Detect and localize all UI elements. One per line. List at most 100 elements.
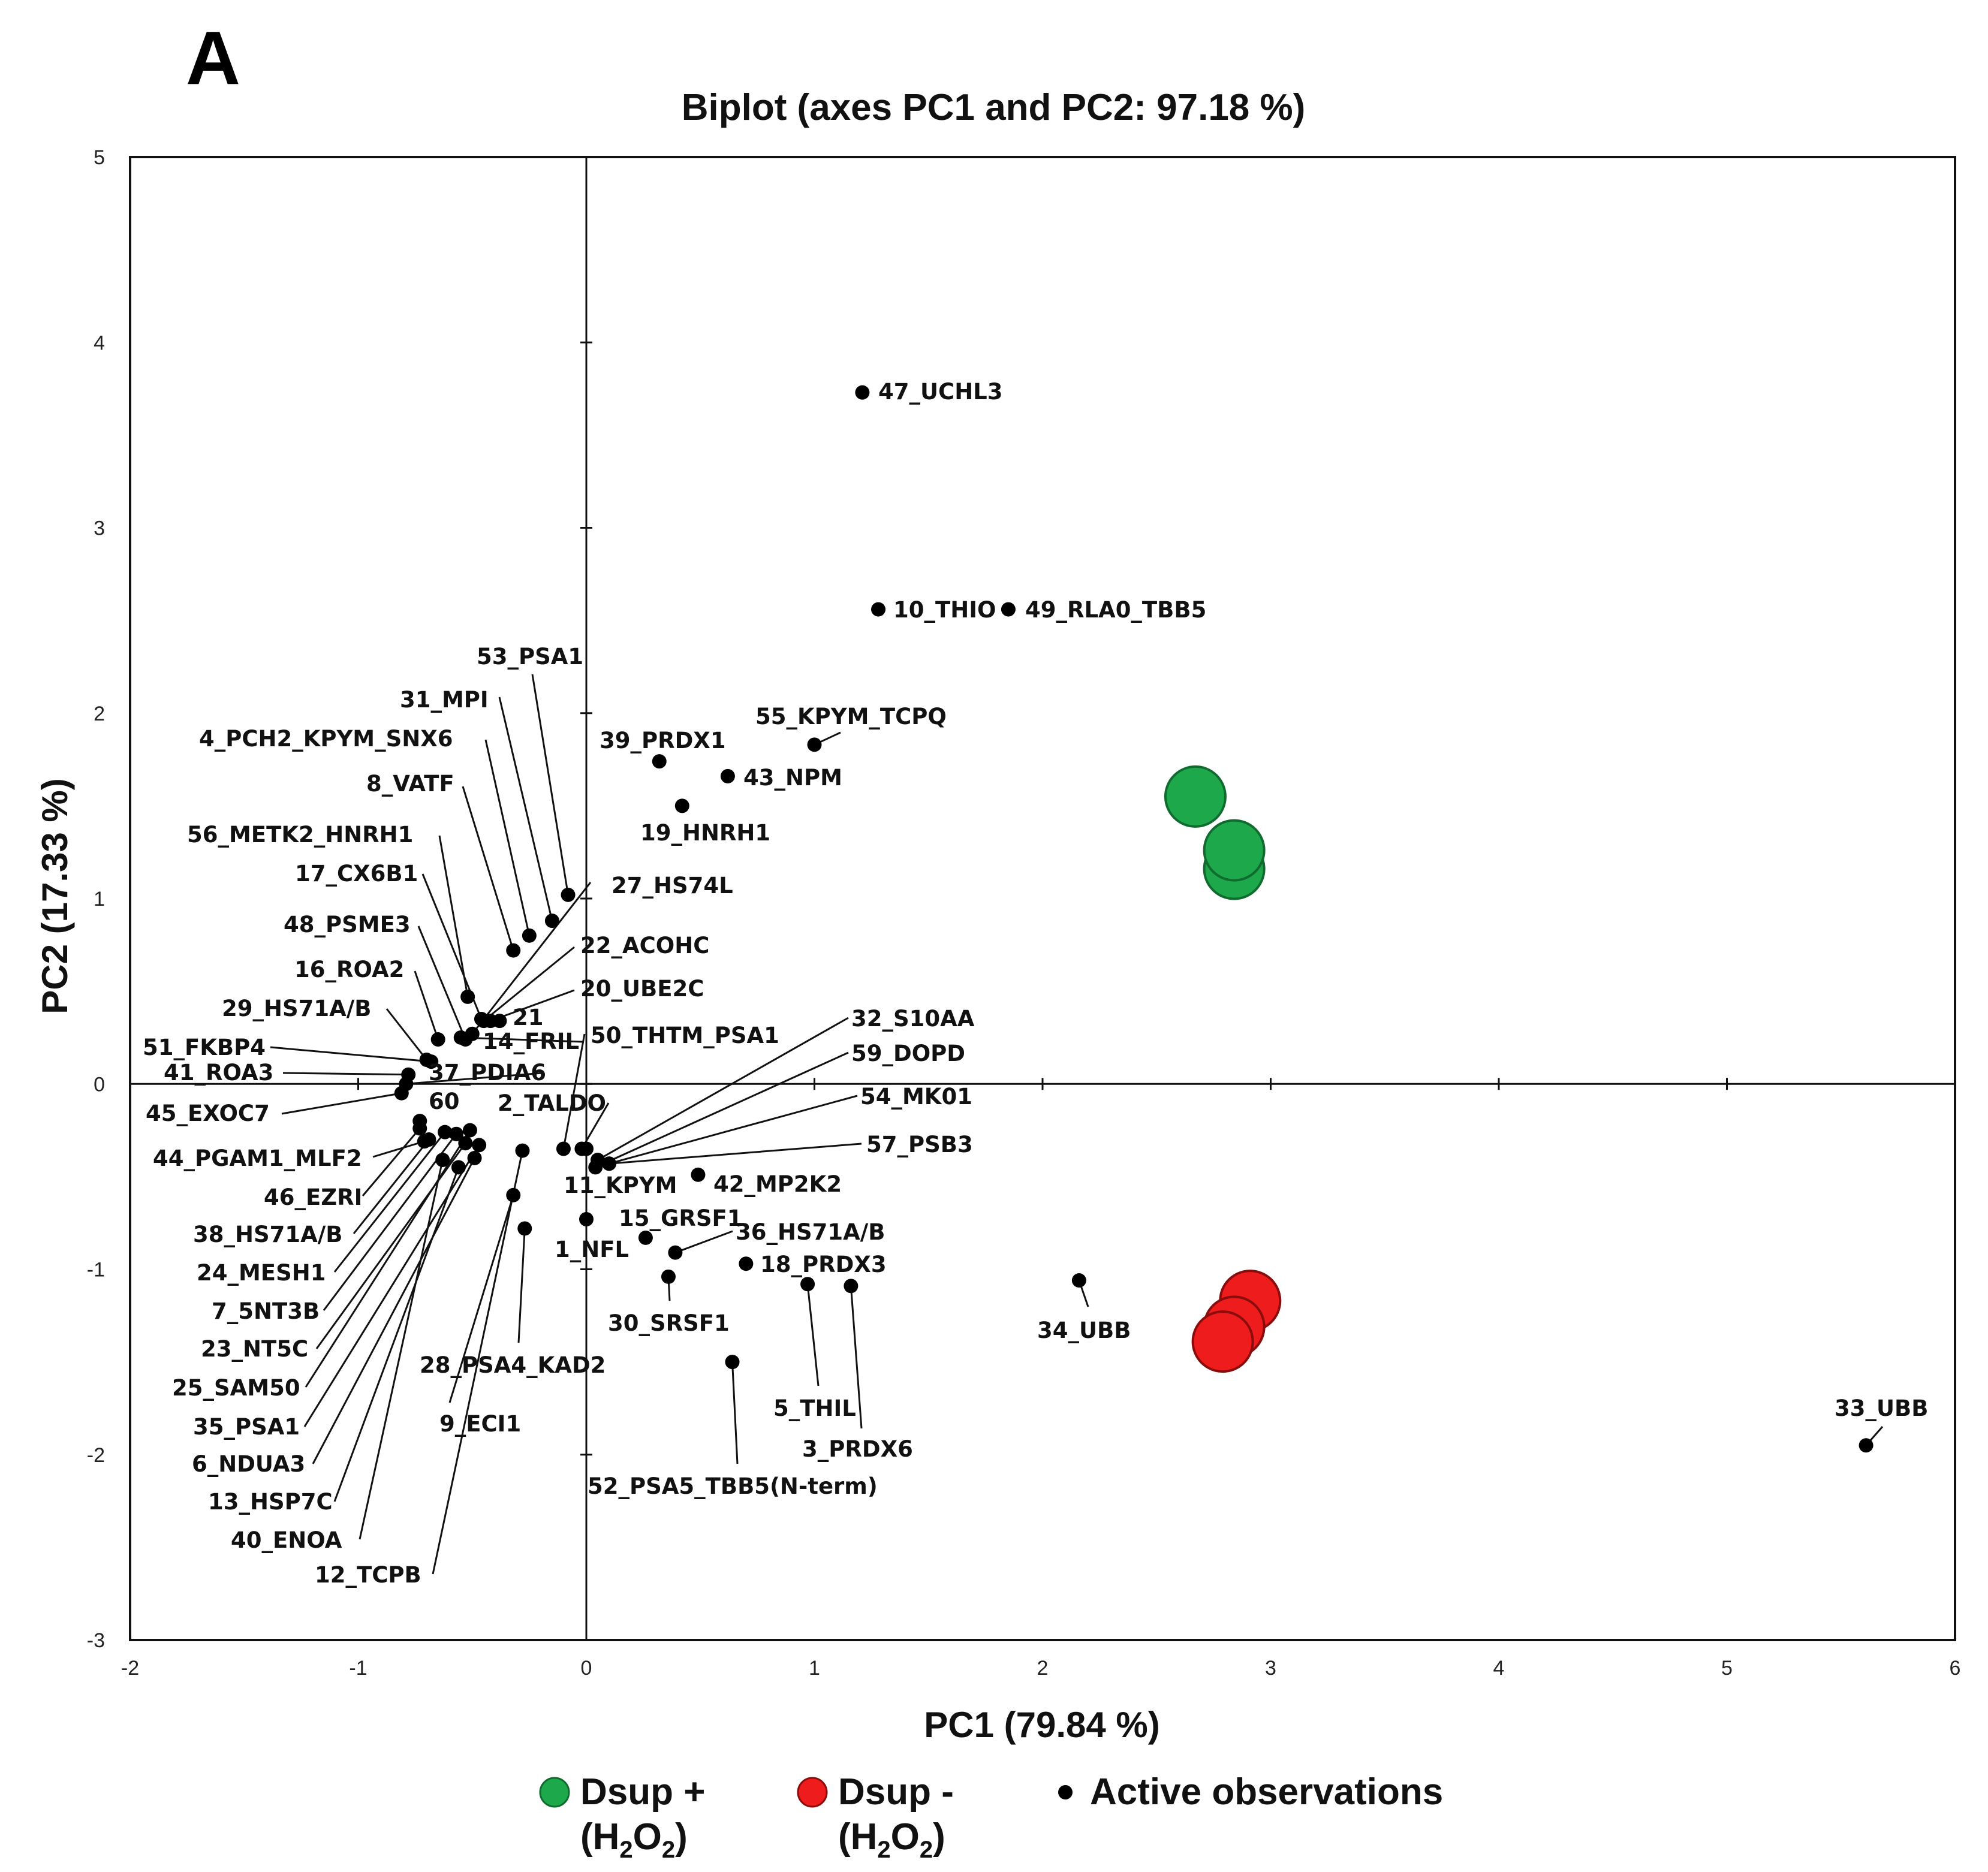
observation-label: 35_PSA1 [193, 1414, 300, 1440]
observation-label: 12_TCPB [315, 1562, 421, 1588]
observation-point [1071, 1273, 1086, 1288]
y-tick-label: 0 [94, 1073, 105, 1096]
observation-label: 11_KPYM [564, 1172, 677, 1198]
leader-line [731, 1362, 739, 1464]
y-tick-label: -1 [87, 1259, 105, 1282]
observation-label: 48_PSME3 [284, 912, 411, 937]
leader-line [438, 835, 469, 997]
observation-point [453, 1030, 468, 1045]
observation-point [462, 1123, 477, 1138]
leaders-layer [270, 674, 1884, 1575]
x-tick-label: 6 [1950, 1657, 1961, 1680]
observation-point [638, 1230, 653, 1245]
observation-label: 41_ROA3 [164, 1060, 273, 1086]
legend-active-observations: Active observations [1090, 1771, 1443, 1813]
legend-marker-active [1058, 1785, 1073, 1799]
observation-point [517, 1221, 532, 1236]
leader-line [414, 970, 439, 1040]
observation-label: 7_5NT3B [212, 1298, 320, 1324]
legend-marker-dsup-plus [539, 1777, 570, 1808]
leader-line [484, 739, 531, 936]
observation-point [399, 1077, 414, 1092]
observation-point [691, 1167, 706, 1182]
observation-point [674, 798, 689, 813]
y-tick-label: 3 [94, 517, 105, 540]
observation-point [720, 768, 735, 783]
observation-point [412, 1121, 427, 1136]
y-axis-title: PC2 (17.33 %) [35, 778, 75, 1014]
observation-point [579, 1141, 594, 1156]
legend-dsup-minus-line1: Dsup - [838, 1771, 954, 1813]
leader-line [806, 1284, 820, 1386]
group-point [1164, 765, 1227, 828]
observation-label: 42_MP2K2 [713, 1171, 842, 1197]
observation-label: 44_PGAM1_MLF2 [153, 1145, 362, 1171]
ticks-layer: -2 -1 0 1 2 3 4 5 6 -3 -2 -1 0 1 2 3 4 5 [87, 146, 1961, 1680]
legend-dsup-plus-line2: (H2O2) [580, 1816, 688, 1863]
legend-dsup-minus-line2: (H2O2) [838, 1816, 945, 1863]
observation-label: 8_VATF [366, 771, 454, 797]
observation-point [602, 1156, 617, 1171]
y-tick-label: 5 [94, 146, 105, 169]
leader-line [353, 1139, 430, 1234]
observation-label: 25_SAM50 [172, 1375, 300, 1401]
observation-label: 28_PSA4_KAD2 [420, 1352, 606, 1378]
observation-label: 56_METK2_HNRH1 [187, 822, 413, 848]
leader-line [581, 1102, 610, 1150]
leader-line [281, 1092, 402, 1115]
observation-point [556, 1141, 571, 1156]
leader-line [282, 1072, 409, 1076]
leader-line [850, 1286, 863, 1429]
observation-label: 9_ECI1 [439, 1411, 521, 1437]
observation-label: 40_ENOA [231, 1527, 342, 1553]
legend-dsup-plus-line1: Dsup + [580, 1771, 705, 1813]
leader-line [372, 1140, 425, 1158]
y-tick-label: 4 [94, 331, 105, 354]
plot-frame [129, 156, 1956, 1641]
y-tick-label: 2 [94, 703, 105, 725]
observation-point [451, 1160, 466, 1175]
observation-point [661, 1269, 676, 1284]
leader-line [517, 1228, 526, 1343]
observation-point [430, 1032, 445, 1047]
observation-point [844, 1279, 859, 1294]
x-tick-label: 4 [1493, 1657, 1505, 1680]
y-tick-label: -2 [87, 1444, 105, 1467]
x-tick-label: 0 [581, 1657, 592, 1680]
observation-label: 24_MESH1 [197, 1260, 326, 1286]
legend: Dsup + (H2O2) Dsup - (H2O2) Active obser… [539, 1771, 1443, 1863]
observation-label: 36_HS71A/B [736, 1219, 885, 1245]
x-tick-label: 2 [1037, 1657, 1049, 1680]
observation-label: 45_EXOC7 [146, 1101, 270, 1126]
leader-line [471, 882, 592, 1035]
leader-line [498, 697, 553, 921]
x-tick-label: 5 [1721, 1657, 1733, 1680]
observation-label: 5_THIL [773, 1395, 856, 1421]
observation-label: 37_PDIA6 [429, 1060, 546, 1086]
observation-label: 23_NT5C [201, 1336, 308, 1362]
panel-label: A [186, 16, 240, 100]
observation-label: 57_PSB3 [866, 1132, 973, 1157]
observation-label: 50_THTM_PSA1 [591, 1023, 779, 1048]
leader-line [270, 1046, 432, 1063]
leader-line [448, 1195, 514, 1403]
observation-point [435, 1153, 450, 1168]
points-layer [394, 385, 1873, 1453]
observation-label: 59_DOPD [851, 1041, 965, 1066]
observation-label: 27_HS74L [612, 873, 733, 899]
observation-label: 49_RLA0_TBB5 [1025, 597, 1206, 623]
legend-marker-dsup-minus [797, 1777, 828, 1808]
observation-point [1859, 1438, 1873, 1453]
observation-label: 21 [513, 1005, 544, 1030]
observation-point [1001, 602, 1016, 617]
leader-line [406, 1072, 543, 1085]
chart-title: Biplot (axes PC1 and PC2: 97.18 %) [682, 87, 1306, 128]
observation-point [668, 1245, 683, 1260]
observation-point [871, 602, 886, 617]
observation-label: 18_PRDX3 [760, 1252, 887, 1277]
observation-point [579, 1212, 594, 1227]
observation-label: 47_UCHL3 [878, 379, 1002, 405]
observation-label: 16_ROA2 [294, 957, 404, 982]
observation-point [424, 1054, 439, 1069]
